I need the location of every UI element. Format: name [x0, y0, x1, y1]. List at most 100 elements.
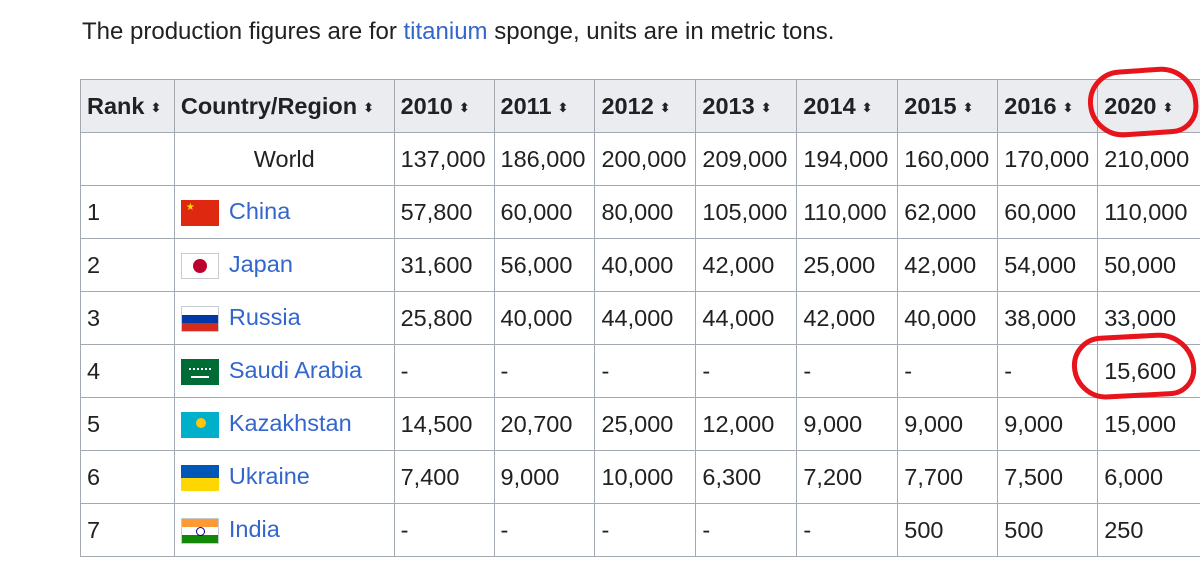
value-cell: - [997, 344, 1099, 398]
value-cell: 170,000 [997, 132, 1099, 186]
value-cell: 250 [1097, 503, 1200, 557]
value-cell: 31,600 [393, 238, 495, 292]
value-cell: 6,300 [695, 450, 798, 504]
sort-icon[interactable]: ⬍ [557, 99, 569, 115]
sort-icon[interactable]: ⬍ [861, 99, 873, 115]
value-cell: 500 [997, 503, 1099, 557]
header-row: Rank ⬍ Country/Region ⬍ 2010 ⬍ 2011 ⬍ 2012 ⬍ … [80, 79, 1200, 133]
japan-flag-icon [180, 252, 219, 279]
sort-icon[interactable]: ⬍ [1062, 99, 1074, 115]
value-cell: 42,000 [796, 291, 899, 345]
saudi-arabia-flag-icon [180, 358, 219, 385]
country-cell: Ukraine [173, 450, 395, 504]
value-cell: 9,000 [796, 397, 899, 451]
value-cell: 54,000 [997, 238, 1099, 292]
table-caption: The production figures are for titanium … [82, 14, 834, 50]
table-row: 4 Saudi Arabia - - - - - - -15,600 [80, 344, 1200, 398]
country-link[interactable]: Russia [228, 304, 301, 331]
table-row: 6 Ukraine 7,400 9,000 10,000 6,300 7,200 7,700 7… [80, 450, 1200, 504]
value-cell: 210,000 [1097, 132, 1200, 186]
country-link[interactable]: India [228, 516, 280, 543]
value-cell: - [796, 503, 899, 557]
value-cell: 44,000 [594, 291, 697, 345]
value-cell: 14,500 [393, 397, 495, 451]
rank-cell: 3 [80, 291, 175, 345]
country-cell: Saudi Arabia [173, 344, 395, 398]
value-cell: - [393, 344, 495, 398]
sort-icon[interactable]: ⬍ [363, 99, 375, 115]
value-cell: 9,000 [493, 450, 596, 504]
value-cell: 25,800 [393, 291, 495, 345]
sort-icon[interactable]: ⬍ [760, 99, 772, 115]
country-link[interactable]: Saudi Arabia [228, 357, 363, 384]
rank-cell: 6 [80, 450, 175, 504]
value-cell: 200,000 [594, 132, 697, 186]
rank-cell: 2 [80, 238, 175, 292]
value-cell: 110,000 [1097, 185, 1200, 239]
value-cell: 80,000 [594, 185, 697, 239]
rank-cell: 7 [80, 503, 175, 557]
red-circle-annotation-15600 [1070, 330, 1198, 402]
sort-icon[interactable]: ⬍ [659, 99, 671, 115]
value-cell: 44,000 [695, 291, 798, 345]
rank-cell: 1 [80, 185, 175, 239]
sort-icon[interactable]: ⬍ [1162, 99, 1174, 115]
country-link[interactable]: Japan [228, 251, 293, 278]
rank-cell: 5 [80, 397, 175, 451]
production-table-wrapper: Rank ⬍ Country/Region ⬍ 2010 ⬍ 2011 ⬍ 2012 ⬍ … [80, 79, 1200, 579]
value-cell: 40,000 [594, 238, 697, 292]
header-2016[interactable]: 2016 ⬍ [997, 79, 1099, 133]
country-link[interactable]: China [228, 198, 291, 225]
header-2011[interactable]: 2011 ⬍ [493, 79, 596, 133]
value-cell: 62,000 [897, 185, 999, 239]
value-cell: 15,000 [1097, 397, 1200, 451]
value-cell: 42,000 [897, 238, 999, 292]
country-cell: India [173, 503, 395, 557]
value-cell: 40,000 [897, 291, 999, 345]
value-cell: 56,000 [493, 238, 596, 292]
value-cell: - [695, 344, 798, 398]
value-cell: 137,000 [393, 132, 495, 186]
value-cell: 194,000 [796, 132, 899, 186]
value-cell: 38,000 [997, 291, 1099, 345]
value-cell: - [493, 503, 596, 557]
sort-icon[interactable]: ⬍ [458, 99, 470, 115]
value-cell: 105,000 [695, 185, 798, 239]
table-row: 7 India - - - - -500 500 250 [80, 503, 1200, 557]
value-cell: 7,700 [897, 450, 999, 504]
value-cell: - [594, 503, 697, 557]
header-2012[interactable]: 2012 ⬍ [594, 79, 697, 133]
header-2010[interactable]: 2010 ⬍ [393, 79, 495, 133]
value-cell: 42,000 [695, 238, 798, 292]
value-cell: 9,000 [897, 397, 999, 451]
country-cell: Kazakhstan [173, 397, 395, 451]
header-2014[interactable]: 2014 ⬍ [796, 79, 899, 133]
sort-icon[interactable]: ⬍ [962, 99, 974, 115]
value-cell: 6,000 [1097, 450, 1200, 504]
value-cell: 20,700 [493, 397, 596, 451]
header-2015[interactable]: 2015 ⬍ [897, 79, 999, 133]
sort-icon[interactable]: ⬍ [150, 99, 162, 115]
value-cell: - [796, 344, 899, 398]
value-cell: 160,000 [897, 132, 999, 186]
value-cell: 209,000 [695, 132, 798, 186]
header-2013[interactable]: 2013 ⬍ [695, 79, 798, 133]
titanium-link[interactable]: titanium [403, 18, 488, 45]
country-link[interactable]: Ukraine [228, 463, 310, 490]
russia-flag-icon [180, 305, 219, 332]
rank-cell: 4 [80, 344, 175, 398]
india-flag-icon [180, 517, 219, 544]
value-cell: 10,000 [594, 450, 697, 504]
header-2020[interactable]: 2020 ⬍ [1097, 79, 1200, 133]
value-cell: 50,000 [1097, 238, 1200, 292]
value-cell: 25,000 [594, 397, 697, 451]
country-link[interactable]: Kazakhstan [228, 410, 352, 437]
china-flag-icon [180, 199, 219, 226]
header-rank[interactable]: Rank ⬍ [80, 79, 175, 133]
value-cell: 7,500 [997, 450, 1099, 504]
ukraine-flag-icon [180, 464, 219, 491]
country-cell: Russia [173, 291, 395, 345]
header-country[interactable]: Country/Region ⬍ [173, 79, 395, 133]
rank-cell [80, 132, 175, 186]
table-row: 1China57,80060,00080,000105,000110,00062… [80, 185, 1200, 239]
